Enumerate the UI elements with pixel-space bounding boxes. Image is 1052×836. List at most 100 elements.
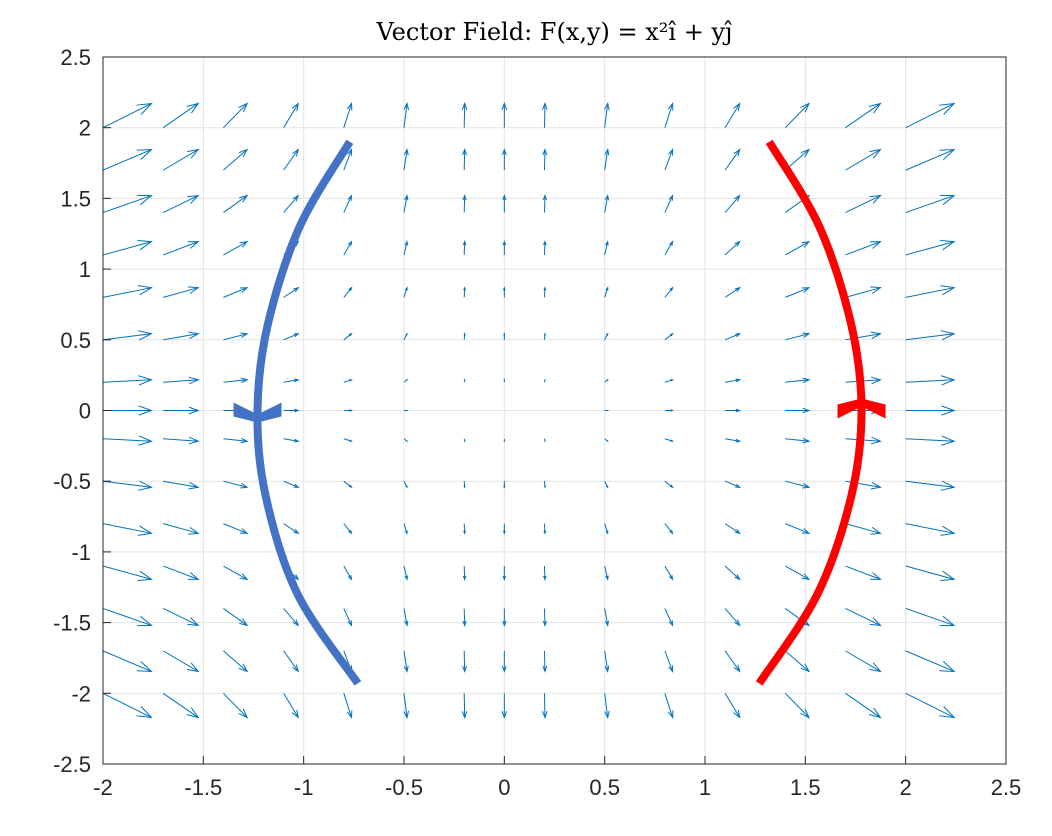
- y-tick-label: -1: [71, 540, 91, 565]
- field-arrow: [503, 481, 506, 489]
- field-arrow: [502, 523, 506, 535]
- chart-title: Vector Field: F(x,y) = x²î + yĵ: [376, 18, 733, 46]
- curves: [233, 139, 886, 686]
- field-arrow: [462, 566, 467, 581]
- field-arrow: [403, 438, 409, 443]
- field-arrow: [343, 480, 353, 489]
- field-arrow: [664, 565, 674, 581]
- field-arrow: [343, 608, 353, 627]
- field-arrow: [283, 194, 300, 213]
- field-arrow: [724, 148, 741, 171]
- y-tick-label: 0.5: [60, 328, 91, 353]
- field-arrow: [604, 378, 609, 383]
- field-arrow: [785, 407, 811, 414]
- field-arrow: [163, 241, 200, 256]
- field-arrow: [463, 481, 466, 489]
- field-arrow: [283, 438, 300, 443]
- field-arrow: [463, 438, 466, 443]
- field-arrow: [283, 608, 300, 627]
- field-arrow: [784, 102, 811, 129]
- field-arrow: [162, 692, 200, 719]
- field-arrow: [223, 692, 249, 719]
- field-arrow: [664, 650, 674, 673]
- field-arrow: [604, 480, 609, 489]
- x-tick-label: -1: [294, 775, 314, 800]
- field-arrow: [502, 566, 507, 581]
- field-arrow: [501, 650, 507, 673]
- field-arrow: [102, 435, 153, 446]
- field-arrow: [785, 287, 811, 298]
- curve-1: [755, 139, 866, 686]
- field-arrow: [162, 650, 200, 673]
- field-arrow: [283, 333, 300, 341]
- field-arrow: [664, 523, 674, 535]
- x-tick-label: 0: [498, 775, 510, 800]
- field-arrow: [343, 240, 353, 256]
- field-arrow: [724, 286, 741, 298]
- field-arrow: [604, 650, 610, 673]
- field-arrow: [162, 194, 200, 213]
- curve-1-arrowhead: [837, 398, 886, 419]
- field-arrow: [223, 148, 249, 171]
- field-arrow: [785, 377, 811, 384]
- field-arrow: [162, 102, 200, 129]
- field-arrow: [343, 332, 353, 341]
- field-arrow: [163, 436, 200, 445]
- field-arrow: [664, 332, 674, 341]
- field-arrow: [343, 438, 353, 442]
- field-arrow: [403, 240, 409, 256]
- field-arrow: [462, 608, 467, 627]
- field-arrow: [724, 480, 742, 488]
- field-arrow: [845, 650, 882, 673]
- field-arrow: [163, 376, 200, 385]
- field-arrow: [403, 693, 410, 719]
- field-arrow: [223, 240, 249, 256]
- field-arrow: [503, 332, 506, 340]
- y-tick-label: 0: [79, 399, 91, 424]
- field-arrow: [223, 194, 249, 213]
- y-tick-label: 1.5: [60, 186, 91, 211]
- field-arrow: [724, 378, 742, 383]
- field-arrow: [542, 608, 547, 627]
- field-arrow: [501, 102, 508, 128]
- field-arrow: [343, 523, 353, 535]
- field-arrow: [604, 409, 610, 412]
- field-arrow: [785, 565, 811, 581]
- y-tick-label: -2.5: [53, 752, 91, 777]
- field-arrow: [905, 330, 956, 341]
- field-arrow: [543, 566, 547, 581]
- vector-field-arrows: [102, 102, 956, 719]
- field-arrow: [462, 148, 468, 171]
- field-arrow: [502, 286, 506, 298]
- field-arrow: [724, 693, 741, 719]
- y-tick-label: 2: [79, 116, 91, 141]
- x-tick-label: -0.5: [385, 775, 423, 800]
- field-arrow: [664, 409, 675, 412]
- y-tick-label: 1: [79, 257, 91, 282]
- field-arrow: [905, 565, 956, 582]
- field-arrow: [223, 287, 249, 298]
- field-arrow: [223, 650, 249, 673]
- field-arrow: [343, 693, 353, 719]
- field-arrow: [664, 102, 674, 128]
- field-arrow: [403, 102, 410, 128]
- x-tick-label: 1.5: [790, 775, 821, 800]
- x-tick-label: -1.5: [184, 775, 222, 800]
- field-arrow: [223, 377, 249, 384]
- field-arrow: [283, 286, 300, 298]
- field-arrow: [461, 102, 468, 128]
- field-arrow: [403, 608, 409, 627]
- field-arrow: [604, 565, 609, 581]
- field-arrow: [163, 331, 200, 341]
- field-arrow: [905, 607, 956, 627]
- field-arrow: [543, 286, 547, 298]
- field-arrow: [283, 378, 300, 383]
- field-arrow: [223, 332, 249, 341]
- field-arrow: [785, 240, 811, 256]
- field-arrow: [604, 332, 609, 341]
- field-arrow: [604, 693, 610, 719]
- field-arrow: [403, 286, 408, 298]
- field-arrow: [163, 565, 200, 580]
- field-arrow: [845, 194, 882, 213]
- field-arrow: [102, 607, 153, 627]
